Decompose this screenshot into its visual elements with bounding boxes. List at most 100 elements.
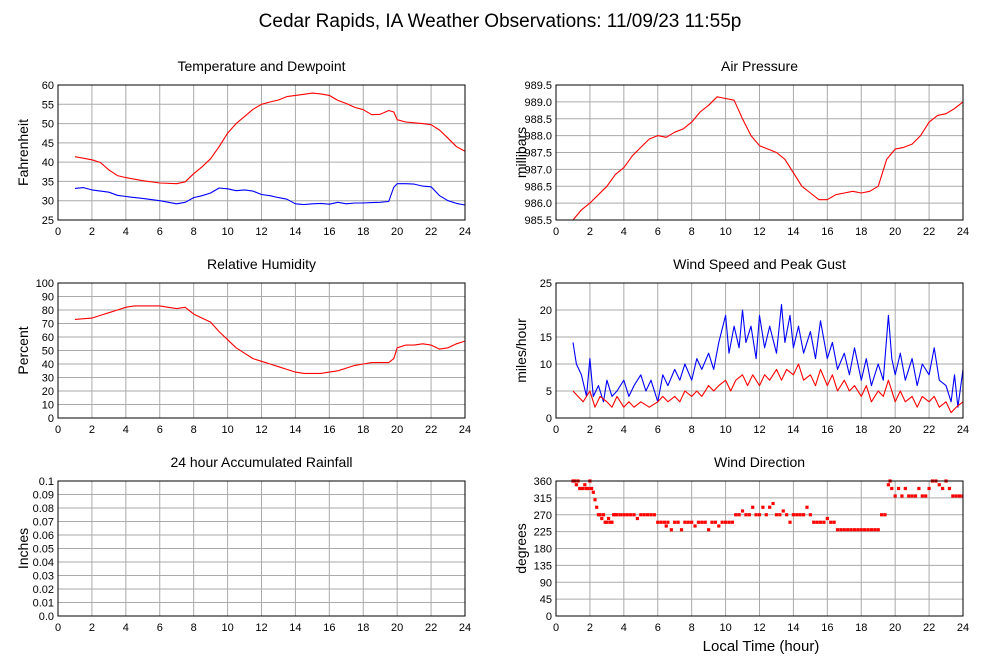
- dir-x-tick-label: 4: [621, 622, 627, 634]
- dir-point: [859, 528, 863, 532]
- dir-point: [610, 520, 614, 524]
- rh-y-tick-label: 50: [42, 346, 54, 358]
- temp-x-tick-label: 16: [323, 226, 335, 238]
- page-title: Cedar Rapids, IA Weather Observations: 1…: [259, 11, 742, 32]
- dir-point: [781, 509, 785, 513]
- dir-point: [910, 494, 914, 498]
- dir-point: [596, 513, 600, 517]
- dir-point: [625, 513, 629, 517]
- pres-plot-frame: [555, 84, 964, 221]
- dir-point: [717, 524, 721, 528]
- wind-x-tick-label: 0: [553, 424, 559, 436]
- temp-x-tick-label: 14: [289, 226, 301, 238]
- dir-x-tick-label: 20: [889, 622, 901, 634]
- pres-x-tick-label: 4: [621, 226, 627, 238]
- wind-y-tick-label: 10: [540, 359, 552, 371]
- dir-point: [951, 494, 955, 498]
- rh-plot-frame: [57, 282, 466, 419]
- dir-x-tick-label: 10: [719, 622, 731, 634]
- dir-point: [886, 483, 890, 487]
- dir-point: [832, 520, 836, 524]
- pres-y-tick-label: 989.5: [524, 80, 552, 92]
- rh-x-tick-label: 2: [89, 424, 95, 436]
- dir-x-tick-label: 6: [655, 622, 661, 634]
- dir-point: [613, 513, 617, 517]
- temp-y-tick-label: 45: [42, 138, 54, 150]
- rh-x-tick-label: 8: [191, 424, 197, 436]
- dir-point: [578, 486, 582, 491]
- pres-x-tick-label: 8: [689, 226, 695, 238]
- rain-x-tick-label: 10: [221, 622, 233, 634]
- wind-y-tick-label: 25: [540, 278, 552, 290]
- temp-x-tick-label: 24: [459, 226, 471, 238]
- pres-x-tick-label: 18: [855, 226, 867, 238]
- dir-point: [927, 486, 931, 491]
- dir-point: [591, 490, 595, 494]
- dir-x-tick-label: 16: [821, 622, 833, 634]
- dir-point: [734, 513, 738, 517]
- temp-x-tick-label: 10: [221, 226, 233, 238]
- dir-point: [791, 513, 796, 517]
- pres-y-tick-label: 989.0: [524, 97, 552, 109]
- dir-point: [815, 520, 819, 524]
- dir-point: [583, 483, 587, 487]
- temp-x-tick-label: 12: [255, 226, 267, 238]
- wind-direction-chart: Wind Direction degrees 0 2 4 6 8 10 12 14 16 18 20…: [513, 454, 969, 634]
- wind-series-line-1: [572, 363, 963, 414]
- pres-x-tick-label: 2: [587, 226, 593, 238]
- dir-point: [603, 520, 607, 524]
- dir-point: [744, 513, 748, 517]
- rh-x-tick-label: 6: [157, 424, 163, 436]
- rain-y-tick-label: 0.06: [33, 530, 54, 542]
- dir-point: [720, 520, 724, 524]
- dir-point: [639, 513, 643, 517]
- rh-x-tick-label: 14: [289, 424, 301, 436]
- dir-point: [825, 516, 829, 521]
- dir-point: [730, 520, 734, 524]
- dir-point: [893, 494, 897, 498]
- dir-point: [622, 513, 626, 517]
- dir-point: [798, 513, 802, 517]
- dir-point: [839, 528, 843, 532]
- dir-point: [676, 520, 680, 524]
- dir-point: [710, 520, 714, 524]
- dir-point: [947, 486, 952, 491]
- dir-point: [896, 486, 901, 491]
- wind-x-tick-label: 2: [587, 424, 593, 436]
- pres-y-tick-label: 987.5: [524, 148, 552, 160]
- dir-point: [846, 528, 850, 532]
- rain-x-tick-label: 0: [55, 622, 61, 634]
- temp-y-tick-label: 40: [42, 157, 54, 169]
- dir-point: [778, 513, 782, 517]
- temp-y-tick-label: 25: [42, 215, 54, 227]
- rh-x-tick-label: 24: [459, 424, 471, 436]
- air-pressure-chart-title: Air Pressure: [721, 58, 798, 74]
- dir-point: [907, 494, 911, 498]
- dir-point: [595, 505, 599, 509]
- dir-point: [866, 528, 870, 532]
- rain-plot-frame: [57, 480, 466, 617]
- pres-y-tick-label: 988.0: [524, 131, 552, 143]
- dir-point: [788, 520, 792, 524]
- dir-point: [679, 528, 684, 532]
- rh-x-tick-label: 4: [123, 424, 129, 436]
- dir-y-tick-label: 90: [540, 577, 552, 589]
- rain-y-tick-label: 0.07: [33, 517, 54, 529]
- temp-x-tick-label: 0: [55, 226, 61, 238]
- dir-point: [666, 520, 670, 524]
- wind-x-tick-label: 16: [821, 424, 833, 436]
- dir-point: [873, 528, 877, 532]
- dir-point: [635, 516, 639, 521]
- rh-x-tick-label: 18: [357, 424, 369, 436]
- temp-x-tick-label: 20: [391, 226, 403, 238]
- rain-x-tick-label: 20: [391, 622, 403, 634]
- rh-y-tick-label: 10: [42, 400, 54, 412]
- pres-y-tick-label: 985.5: [524, 215, 552, 227]
- dir-point: [645, 513, 650, 517]
- dir-point: [659, 520, 663, 524]
- dir-point: [849, 528, 853, 532]
- rain-x-tick-label: 12: [255, 622, 267, 634]
- temperature-dewpoint-chart-title: Temperature and Dewpoint: [177, 58, 345, 74]
